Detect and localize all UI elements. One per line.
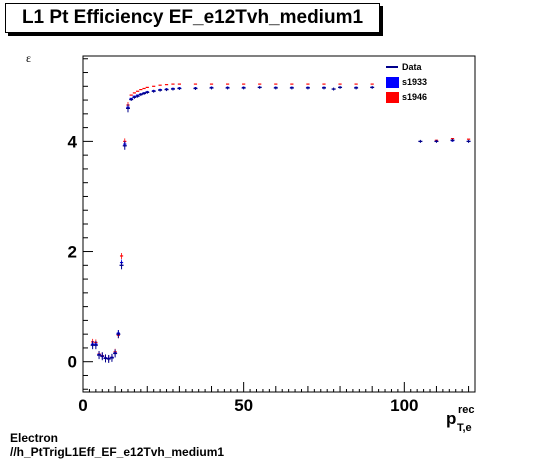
- x-tick-label: 50: [234, 396, 253, 415]
- y-tick-label: 0: [68, 353, 77, 372]
- x-axis-label: p: [446, 409, 456, 428]
- y-tick-label: 2: [68, 243, 77, 262]
- legend: Data s1933 s1946: [383, 58, 451, 108]
- series-s1946: [91, 83, 471, 362]
- legend-label-s1933: s1933: [402, 77, 427, 87]
- series-s1933: [91, 86, 471, 362]
- legend-swatch-s1933: [386, 77, 399, 88]
- chart-title: L1 Pt Efficiency EF_e12Tvh_medium1: [21, 7, 364, 28]
- footer-histogram-path: //h_PtTrigL1Eff_EF_e12Tvh_medium1: [10, 445, 225, 459]
- x-axis-label-sup: rec: [458, 404, 475, 416]
- x-tick-label: 100: [390, 396, 418, 415]
- x-axis-label-sub: T,e: [457, 422, 472, 434]
- legend-label-s1946: s1946: [402, 92, 427, 102]
- series-Data: [90, 85, 471, 363]
- axes: 0 50 100 0 2 4: [68, 58, 476, 415]
- y-axis-label: ε: [26, 51, 31, 65]
- x-tick-label: 0: [78, 396, 87, 415]
- legend-swatch-s1946: [386, 92, 399, 103]
- chart-title-box: L1 Pt Efficiency EF_e12Tvh_medium1: [5, 3, 380, 33]
- legend-label-data: Data: [402, 62, 423, 72]
- data-marks: [90, 83, 471, 363]
- footer-category: Electron: [10, 431, 59, 445]
- y-tick-label: 4: [68, 132, 78, 151]
